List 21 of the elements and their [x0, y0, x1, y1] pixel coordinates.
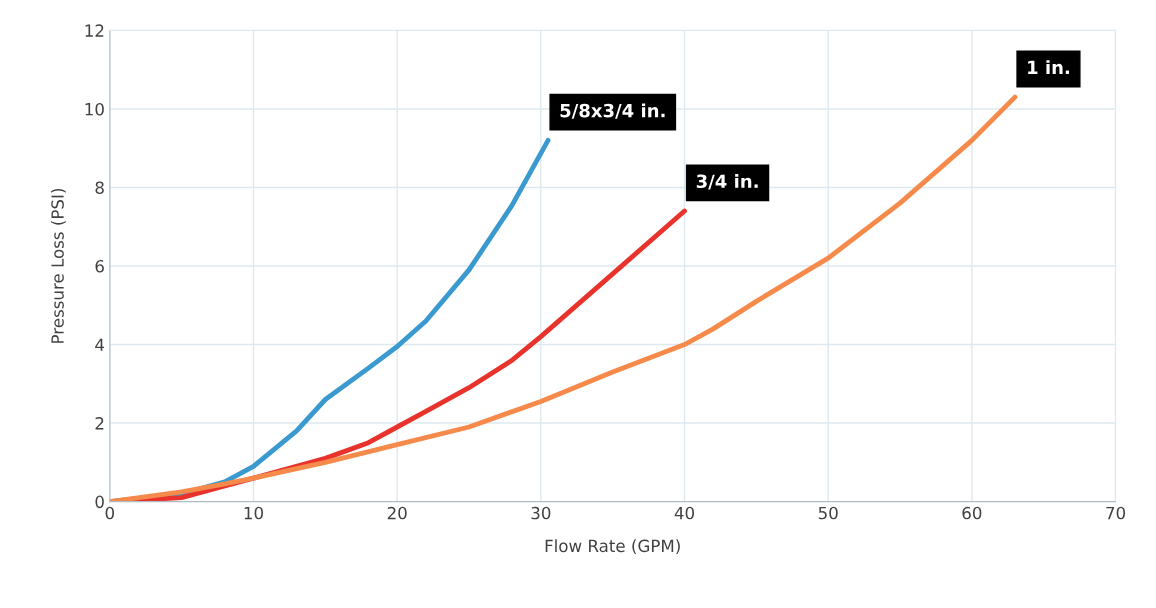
line-series: [109, 94, 1018, 502]
series-label: 3/4 in.: [696, 174, 758, 190]
y-tick-label: 2: [95, 417, 104, 430]
x-tick-label: 40: [674, 506, 695, 520]
series-label: 1 in.: [1028, 60, 1069, 74]
y-axis-title: Pressure Loss (PSI): [50, 189, 66, 343]
x-tick-label: 50: [818, 506, 838, 520]
x-tick-label: 20: [387, 506, 407, 520]
y-tick-label: 12: [85, 24, 104, 37]
x-tick-label: 30: [531, 506, 551, 520]
x-tick-label: 10: [244, 506, 263, 520]
y-tick-label: 8: [95, 181, 104, 195]
x-tick-label: 0: [105, 506, 115, 520]
x-tick-label: 60: [962, 506, 982, 520]
x-axis-title: Flow Rate (GPM): [545, 539, 680, 555]
y-tick-label: 6: [95, 259, 104, 273]
y-tick-label: 0: [95, 495, 104, 509]
y-tick-label: 4: [95, 338, 105, 351]
series-label: 5/8x3/4 in.: [560, 103, 665, 119]
x-tick-label: 70: [1106, 506, 1126, 520]
y-tick-label: 10: [85, 102, 104, 116]
